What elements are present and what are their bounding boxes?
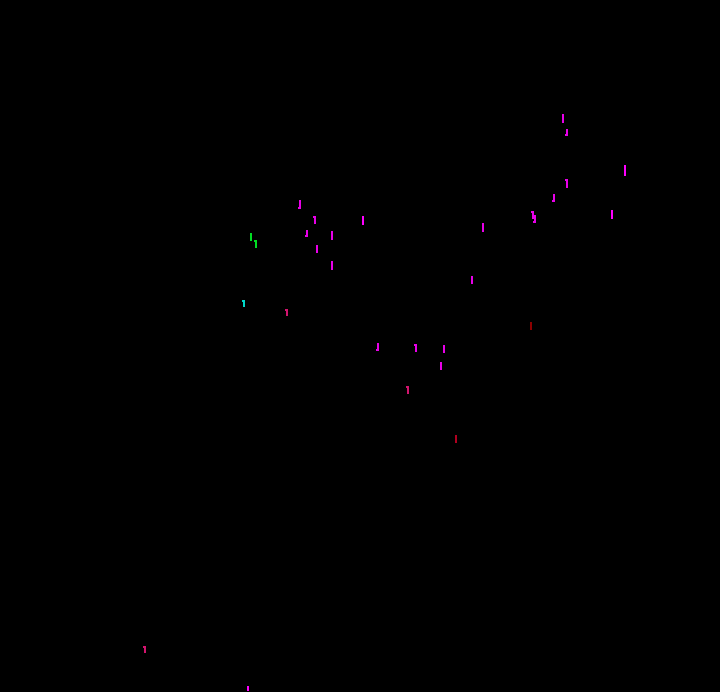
glyph-magenta-19-serif (414, 344, 416, 346)
glyph-magenta-04-serif (565, 179, 567, 181)
glyph-magenta-09-serif (298, 207, 300, 209)
glyph-magenta-11 (362, 216, 365, 225)
glyph-magenta-21-stem (440, 362, 442, 370)
glyph-green-02-serif (254, 240, 256, 242)
glyph-deepred-01-stem (455, 435, 457, 443)
glyph-green-01 (250, 233, 253, 241)
glyph-magenta-20-stem (443, 345, 445, 353)
glyph-magenta-22-serif (406, 386, 408, 388)
glyph-magenta-07-stem (611, 210, 613, 219)
glyph-magenta-02-stem (566, 129, 568, 136)
glyph-cyan-01 (242, 300, 246, 307)
glyph-magenta-09-stem (299, 200, 301, 209)
glyph-darkred-01 (529, 322, 532, 330)
glyph-magenta-03 (623, 165, 626, 176)
glyph-magenta-23 (246, 686, 249, 691)
glyph-magenta-10-stem (314, 216, 316, 224)
glyph-magenta-09 (298, 200, 301, 209)
glyph-magenta-06-stem (532, 211, 534, 219)
glyph-magenta-06 (531, 211, 534, 219)
glyph-magenta-23-stem (247, 686, 249, 691)
glyph-magenta-19-stem (415, 344, 417, 352)
glyph-green-01-serif (250, 239, 252, 241)
glyph-magenta-22 (406, 386, 409, 394)
glyph-crimson-02-serif (143, 646, 145, 648)
glyph-magenta-19 (414, 344, 417, 352)
glyph-magenta-14-serif (316, 251, 318, 253)
glyph-magenta-05-serif (552, 200, 554, 202)
glyph-magenta-15-stem (331, 261, 333, 270)
glyph-magenta-01-serif (562, 114, 564, 116)
glyph-cyan-01-serif (242, 300, 244, 302)
glyph-magenta-14 (316, 245, 319, 253)
glyph-magenta-20 (442, 345, 445, 353)
glyph-magenta-18-serif (376, 349, 378, 351)
glyph-cyan-01-stem (243, 300, 245, 307)
glyph-magenta-01-stem (562, 114, 564, 123)
glyph-magenta-21 (440, 362, 443, 370)
glyph-green-02 (254, 240, 258, 248)
glyph-green-02-stem (255, 240, 257, 248)
glyph-magenta-08 (533, 215, 536, 223)
glyph-magenta-12 (305, 230, 308, 237)
glyph-magenta-17 (470, 276, 473, 284)
glyph-magenta-08-stem (534, 215, 536, 223)
glyph-magenta-18 (376, 343, 379, 351)
glyph-magenta-11-stem (362, 216, 364, 225)
glyph-magenta-12-stem (306, 230, 308, 237)
glyph-magenta-12-serif (305, 235, 307, 237)
glyph-magenta-10 (313, 216, 316, 224)
glyph-magenta-18-stem (377, 343, 379, 351)
glyph-magenta-04 (565, 179, 568, 188)
glyph-magenta-05-stem (553, 194, 555, 202)
glyph-magenta-15 (330, 261, 333, 270)
glyph-magenta-08-serif (533, 221, 535, 223)
glyph-magenta-22-stem (407, 386, 409, 394)
glyph-magenta-13-stem (331, 231, 333, 240)
glyph-magenta-11-serif (362, 223, 364, 225)
glyph-magenta-02-serif (565, 134, 567, 136)
glyph-magenta-01 (562, 114, 565, 123)
glyph-magenta-02 (565, 129, 568, 136)
glyph-magenta-17-stem (471, 276, 473, 284)
glyph-magenta-07 (610, 210, 613, 219)
glyph-magenta-03-stem (624, 165, 626, 176)
glyph-magenta-05 (552, 194, 555, 202)
glyph-magenta-21-serif (440, 368, 442, 370)
glyph-magenta-16-stem (482, 223, 484, 232)
glyph-darkred-01-stem (530, 322, 532, 330)
glyph-magenta-16 (481, 223, 484, 232)
glyph-crimson-01 (285, 309, 288, 316)
glyph-crimson-02-stem (144, 646, 146, 653)
glyph-crimson-01-stem (286, 309, 288, 316)
glyph-magenta-06-serif (531, 211, 533, 213)
glyph-magenta-10-serif (313, 216, 315, 218)
glyph-green-01-stem (250, 233, 252, 241)
glyph-magenta-13 (330, 231, 333, 240)
glyph-magenta-04-stem (566, 179, 568, 188)
glyph-deepred-01 (454, 435, 457, 443)
glyph-crimson-02 (143, 646, 146, 653)
glyph-crimson-01-serif (285, 309, 287, 311)
glyph-magenta-14-stem (316, 245, 318, 253)
